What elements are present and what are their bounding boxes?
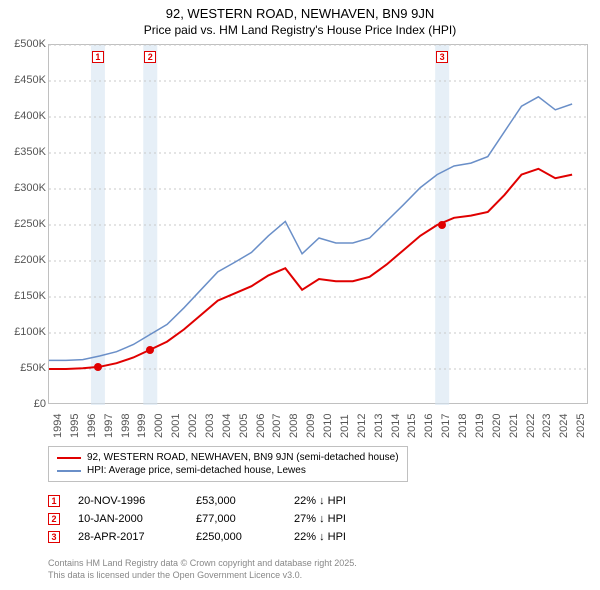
x-axis-label: 1995: [69, 414, 81, 438]
sale-row-price: £53,000: [196, 495, 276, 507]
x-axis-label: 2023: [541, 414, 553, 438]
x-axis-label: 2025: [575, 414, 587, 438]
x-axis-label: 2003: [204, 414, 216, 438]
y-axis-label: £250K: [4, 218, 46, 230]
legend-swatch-property: [57, 457, 81, 459]
chart-title: 92, WESTERN ROAD, NEWHAVEN, BN9 9JN: [0, 0, 600, 21]
x-axis-label: 2006: [255, 414, 267, 438]
x-axis-label: 2011: [339, 414, 351, 438]
series-line-property: [49, 169, 572, 369]
plot-svg: [49, 45, 587, 403]
x-axis-label: 2009: [305, 414, 317, 438]
sale-row-diff: 22% ↓ HPI: [294, 531, 394, 543]
sale-row-price: £250,000: [196, 531, 276, 543]
sale-row: 1 20-NOV-1996 £53,000 22% ↓ HPI: [48, 492, 394, 510]
sale-row-diff: 22% ↓ HPI: [294, 495, 394, 507]
x-axis-label: 2021: [508, 414, 520, 438]
sale-row: 3 28-APR-2017 £250,000 22% ↓ HPI: [48, 528, 394, 546]
sale-marker-1: 1: [92, 51, 104, 63]
y-axis-label: £100K: [4, 326, 46, 338]
x-axis-label: 2010: [322, 414, 334, 438]
legend-label-hpi: HPI: Average price, semi-detached house,…: [87, 465, 306, 476]
footnote: Contains HM Land Registry data © Crown c…: [48, 558, 357, 581]
sale-row-marker: 3: [48, 531, 60, 543]
x-axis-label: 2012: [356, 414, 368, 438]
y-axis-label: £300K: [4, 182, 46, 194]
legend-swatch-hpi: [57, 470, 81, 472]
series-line-hpi: [49, 97, 572, 361]
sale-point-1: [94, 363, 102, 371]
x-axis-label: 2004: [221, 414, 233, 438]
x-axis-label: 2007: [271, 414, 283, 438]
legend-row-property: 92, WESTERN ROAD, NEWHAVEN, BN9 9JN (sem…: [57, 451, 399, 464]
chart-container: 92, WESTERN ROAD, NEWHAVEN, BN9 9JN Pric…: [0, 0, 600, 590]
legend-label-property: 92, WESTERN ROAD, NEWHAVEN, BN9 9JN (sem…: [87, 452, 399, 463]
sale-marker-3: 3: [436, 51, 448, 63]
sale-row-date: 10-JAN-2000: [78, 513, 178, 525]
x-axis-label: 2018: [457, 414, 469, 438]
x-axis-label: 2024: [558, 414, 570, 438]
y-axis-label: £500K: [4, 38, 46, 50]
x-axis-label: 1998: [120, 414, 132, 438]
x-axis-label: 2022: [525, 414, 537, 438]
x-axis-label: 1997: [103, 414, 115, 438]
x-axis-label: 2000: [153, 414, 165, 438]
x-axis-label: 2008: [288, 414, 300, 438]
footnote-line1: Contains HM Land Registry data © Crown c…: [48, 558, 357, 570]
sale-row-date: 20-NOV-1996: [78, 495, 178, 507]
x-axis-label: 2015: [406, 414, 418, 438]
plot-area: 1 2 3: [48, 44, 588, 404]
sales-table: 1 20-NOV-1996 £53,000 22% ↓ HPI 2 10-JAN-2000…: [48, 492, 394, 546]
legend-row-hpi: HPI: Average price, semi-detached house,…: [57, 464, 399, 477]
y-axis-label: £150K: [4, 290, 46, 302]
sale-row: 2 10-JAN-2000 £77,000 27% ↓ HPI: [48, 510, 394, 528]
sale-row-marker: 1: [48, 495, 60, 507]
chart-subtitle: Price paid vs. HM Land Registry's House …: [0, 21, 600, 37]
y-axis-label: £450K: [4, 74, 46, 86]
y-axis-label: £350K: [4, 146, 46, 158]
x-axis-label: 1999: [136, 414, 148, 438]
x-axis-label: 2016: [423, 414, 435, 438]
x-axis-label: 2014: [390, 414, 402, 438]
y-axis-label: £400K: [4, 110, 46, 122]
sale-row-marker: 2: [48, 513, 60, 525]
x-axis-label: 2001: [170, 414, 182, 438]
sale-row-diff: 27% ↓ HPI: [294, 513, 394, 525]
legend-box: 92, WESTERN ROAD, NEWHAVEN, BN9 9JN (sem…: [48, 446, 408, 482]
y-axis-label: £50K: [4, 362, 46, 374]
x-axis-label: 2005: [238, 414, 250, 438]
y-axis-label: £0: [4, 398, 46, 410]
footnote-line2: This data is licensed under the Open Gov…: [48, 570, 357, 582]
sale-point-3: [438, 221, 446, 229]
x-axis-label: 2019: [474, 414, 486, 438]
x-axis-label: 2013: [373, 414, 385, 438]
x-axis-label: 1994: [52, 414, 64, 438]
sale-point-2: [146, 346, 154, 354]
sale-marker-2: 2: [144, 51, 156, 63]
sale-row-price: £77,000: [196, 513, 276, 525]
x-axis-label: 1996: [86, 414, 98, 438]
x-axis-label: 2002: [187, 414, 199, 438]
sale-row-date: 28-APR-2017: [78, 531, 178, 543]
x-axis-label: 2017: [440, 414, 452, 438]
y-axis-label: £200K: [4, 254, 46, 266]
x-axis-label: 2020: [491, 414, 503, 438]
